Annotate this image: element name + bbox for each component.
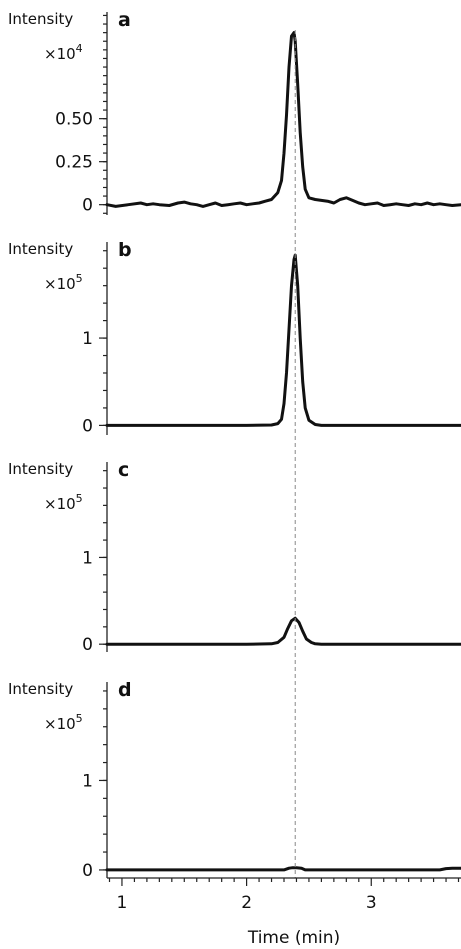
panel-letter: a <box>118 9 131 31</box>
y-scale-multiplier: ×105 <box>44 492 83 513</box>
scale-prefix: ×10 <box>44 715 76 733</box>
x-axis-title: Time (min) <box>247 928 340 948</box>
scale-prefix: ×10 <box>44 495 76 513</box>
y-axis-title: Intensity <box>8 680 73 698</box>
panel-letter: b <box>118 239 132 261</box>
y-axis-title: Intensity <box>8 460 73 478</box>
scale-exponent: 5 <box>76 712 83 725</box>
y-tick-label: 0 <box>82 416 93 436</box>
scale-exponent: 4 <box>76 42 83 55</box>
scale-prefix: ×10 <box>44 45 76 63</box>
trace-line <box>105 31 461 208</box>
panel-letter: d <box>118 679 132 701</box>
y-scale-multiplier: ×105 <box>44 712 83 733</box>
scale-prefix: ×10 <box>44 275 76 293</box>
trace-line <box>105 866 461 872</box>
y-tick-label: 1 <box>82 548 93 568</box>
y-tick-label: 1 <box>82 329 93 349</box>
y-tick-label: 0 <box>82 861 93 881</box>
x-tick-label: 3 <box>366 893 377 913</box>
y-scale-multiplier: ×105 <box>44 272 83 293</box>
x-axis: 1 2 3 Time (min) <box>107 877 461 948</box>
panel-a: 0 0.25 0.50 Intensity ×104 a <box>8 9 461 216</box>
y-tick-label: 0 <box>82 635 93 655</box>
panels: 00.250.50Intensity×104a01Intensity×105b0… <box>8 9 461 881</box>
y-scale-multiplier: ×104 <box>44 42 83 63</box>
panel-c: 0 1 Intensity ×105 c <box>8 459 461 655</box>
trace-line <box>105 616 461 646</box>
panel-letter: c <box>118 459 129 481</box>
y-axis-title: Intensity <box>8 240 73 258</box>
panel-d: 0 1 Intensity ×105 d <box>8 679 461 881</box>
trace-line <box>105 253 461 427</box>
panel-b: 0 1 Intensity ×105 b <box>8 239 461 436</box>
scale-exponent: 5 <box>76 492 83 505</box>
x-tick-label: 2 <box>241 893 252 913</box>
y-tick-label: 0.25 <box>55 153 93 173</box>
scale-exponent: 5 <box>76 272 83 285</box>
y-tick-label: 1 <box>82 771 93 791</box>
y-axis-title: Intensity <box>8 10 73 28</box>
x-tick-label: 1 <box>117 893 128 913</box>
y-tick-label: 0.50 <box>55 110 93 130</box>
y-tick-label: 0 <box>82 196 93 216</box>
